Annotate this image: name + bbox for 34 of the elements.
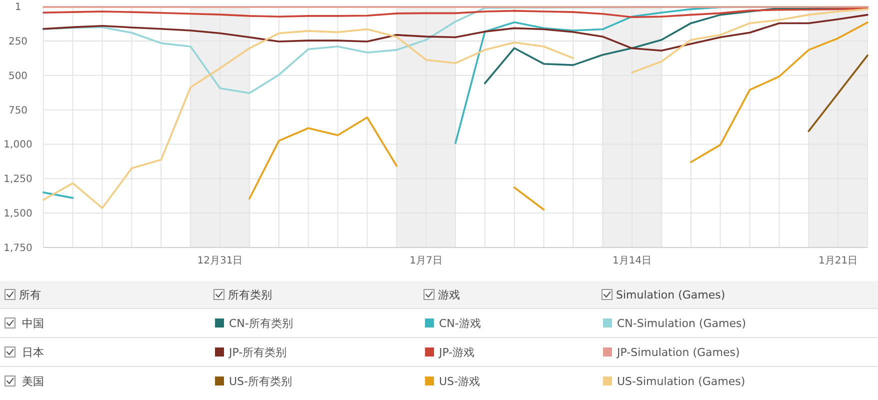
x-tick-label: 1月14日 [612,256,652,266]
legend-item: US-所有类别 [215,375,292,388]
legend-label: JP-游戏 [438,346,475,359]
legend-label: JP-所有类别 [228,346,287,359]
legend-column-header: Simulation (Games) [616,288,726,302]
x-tick-label: 1月21日 [818,256,858,266]
legend-label: US-游戏 [439,375,480,388]
legend-item: JP-游戏 [425,346,475,359]
legend-item: CN-游戏 [425,317,481,330]
legend-row-header: 日本 [22,346,44,359]
x-tick-label: 12月31日 [197,256,243,266]
legend-item: US-游戏 [425,375,480,388]
y-tick-label: 250 [8,36,28,48]
legend-item: US-Simulation (Games) [603,375,746,388]
legend-item: CN-Simulation (Games) [603,317,746,330]
y-tick-label: 1 [14,2,22,14]
y-tick-label: 1,000 [4,140,32,151]
legend-label: CN-游戏 [439,317,481,330]
legend-column-header: 所有类别 [228,288,272,302]
legend-label: US-所有类别 [229,375,292,388]
y-tick-label: 750 [8,105,28,116]
x-tick-label: 1月7日 [410,256,442,266]
y-tick-label: 500 [8,70,28,82]
legend-row-header: 美国 [22,375,44,388]
legend-row-header: 中国 [22,317,44,330]
legend-column-header: 游戏 [438,288,460,302]
y-tick-label: 1,250 [4,174,32,186]
y-tick-label: 1,500 [4,208,32,220]
legend-title: 所有 [19,288,41,302]
legend-item: CN-所有类别 [215,317,293,330]
legend-item: JP-所有类别 [215,346,287,359]
legend-item: JP-Simulation (Games) [603,346,740,359]
legend-label: CN-所有类别 [229,317,293,330]
y-tick-label: 1,750 [4,243,32,254]
